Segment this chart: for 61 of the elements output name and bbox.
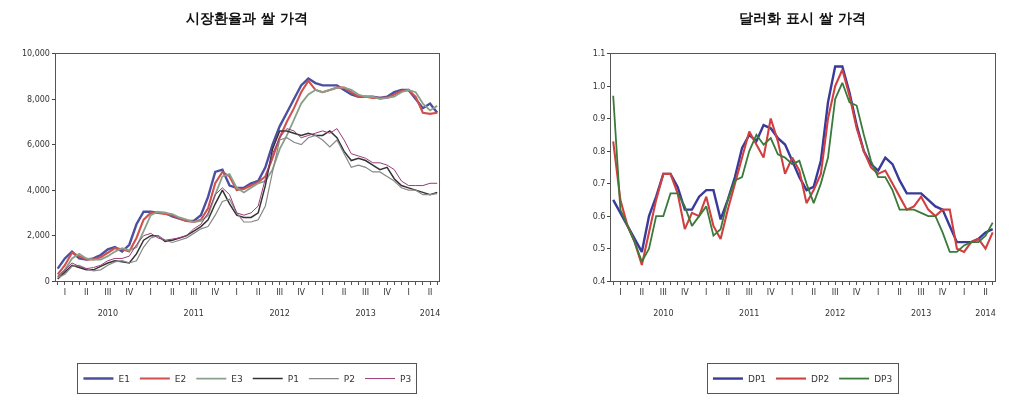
category-label: III 2012 bbox=[269, 287, 290, 318]
x-tick-label: I bbox=[705, 287, 708, 297]
y-tick-label: 2,000 bbox=[27, 231, 50, 241]
legend-label: DP3 bbox=[874, 374, 893, 385]
legend-label: E3 bbox=[231, 374, 243, 385]
y-tick-label: 0.7 bbox=[592, 179, 606, 189]
x-tick-label: II bbox=[811, 287, 817, 297]
y-tick-label: 1.0 bbox=[592, 81, 606, 91]
legend-label: E1 bbox=[118, 374, 130, 385]
y-tick-label: 0.5 bbox=[592, 244, 606, 254]
y-tick-label: 1.1 bbox=[592, 49, 606, 59]
y-tick-label: 0.4 bbox=[592, 277, 606, 286]
x-tick-label: I bbox=[876, 287, 880, 297]
category-label: III 2012 bbox=[824, 287, 846, 318]
x-tick-label: I bbox=[619, 287, 622, 297]
y-tick-label: 0.8 bbox=[592, 146, 606, 156]
x-tick-label: I bbox=[791, 287, 794, 297]
legend-label: E2 bbox=[174, 374, 187, 385]
x-tick-label: I bbox=[149, 287, 152, 297]
x-tick-label: II bbox=[169, 287, 175, 297]
category-label: III 2010 bbox=[97, 287, 118, 318]
x-tick-label: IV bbox=[297, 287, 306, 297]
x-tick-label: IV bbox=[938, 287, 948, 297]
x-tick-label: I bbox=[407, 287, 410, 297]
x-tick-label: II bbox=[255, 287, 261, 297]
x-tick-label: IV bbox=[211, 287, 220, 297]
y-tick-label: 0 bbox=[44, 277, 50, 286]
x-tick-label: I bbox=[63, 287, 67, 297]
x-tick-label: IV bbox=[766, 287, 776, 297]
chart-title: 시장환율과 쌀 가격 bbox=[186, 10, 308, 26]
x-tick-label: I bbox=[321, 287, 324, 297]
x-tick-label: II bbox=[639, 287, 645, 297]
category-label: III 2011 bbox=[183, 287, 204, 318]
legend-label: P1 bbox=[287, 374, 299, 385]
category-label: III 2011 bbox=[739, 287, 760, 318]
chart-title: 달러화 표시 쌀 가격 bbox=[739, 10, 866, 26]
y-tick-label: 0.6 bbox=[592, 211, 606, 221]
y-tick-label: 4,000 bbox=[27, 185, 50, 195]
x-tick-label: II bbox=[83, 287, 89, 297]
y-tick-label: 8,000 bbox=[27, 94, 50, 104]
x-tick-label: I bbox=[962, 287, 966, 297]
legend-label: P2 bbox=[343, 374, 356, 385]
y-tick-label: 10,000 bbox=[21, 49, 50, 59]
x-tick-label: IV bbox=[125, 287, 134, 297]
category-label: III 2010 bbox=[653, 287, 674, 318]
x-tick-label: II bbox=[725, 287, 731, 297]
category-label: III 2013 bbox=[910, 287, 932, 318]
legend-label: DP2 bbox=[811, 374, 830, 385]
category-label: II 2014 bbox=[419, 287, 441, 318]
x-tick-label: IV bbox=[852, 287, 862, 297]
y-tick-label: 0.9 bbox=[592, 114, 606, 124]
category-label: II 2014 bbox=[975, 287, 996, 318]
y-tick-label: 6,000 bbox=[27, 140, 50, 150]
legend-label: DP1 bbox=[747, 374, 767, 385]
category-label: III 2013 bbox=[355, 287, 376, 318]
x-tick-label: IV bbox=[680, 287, 690, 297]
x-tick-label: II bbox=[897, 287, 902, 297]
legend-label: P3 bbox=[400, 374, 412, 385]
x-tick-label: I bbox=[235, 287, 238, 297]
x-tick-label: IV bbox=[383, 287, 392, 297]
x-tick-label: II bbox=[341, 287, 347, 297]
